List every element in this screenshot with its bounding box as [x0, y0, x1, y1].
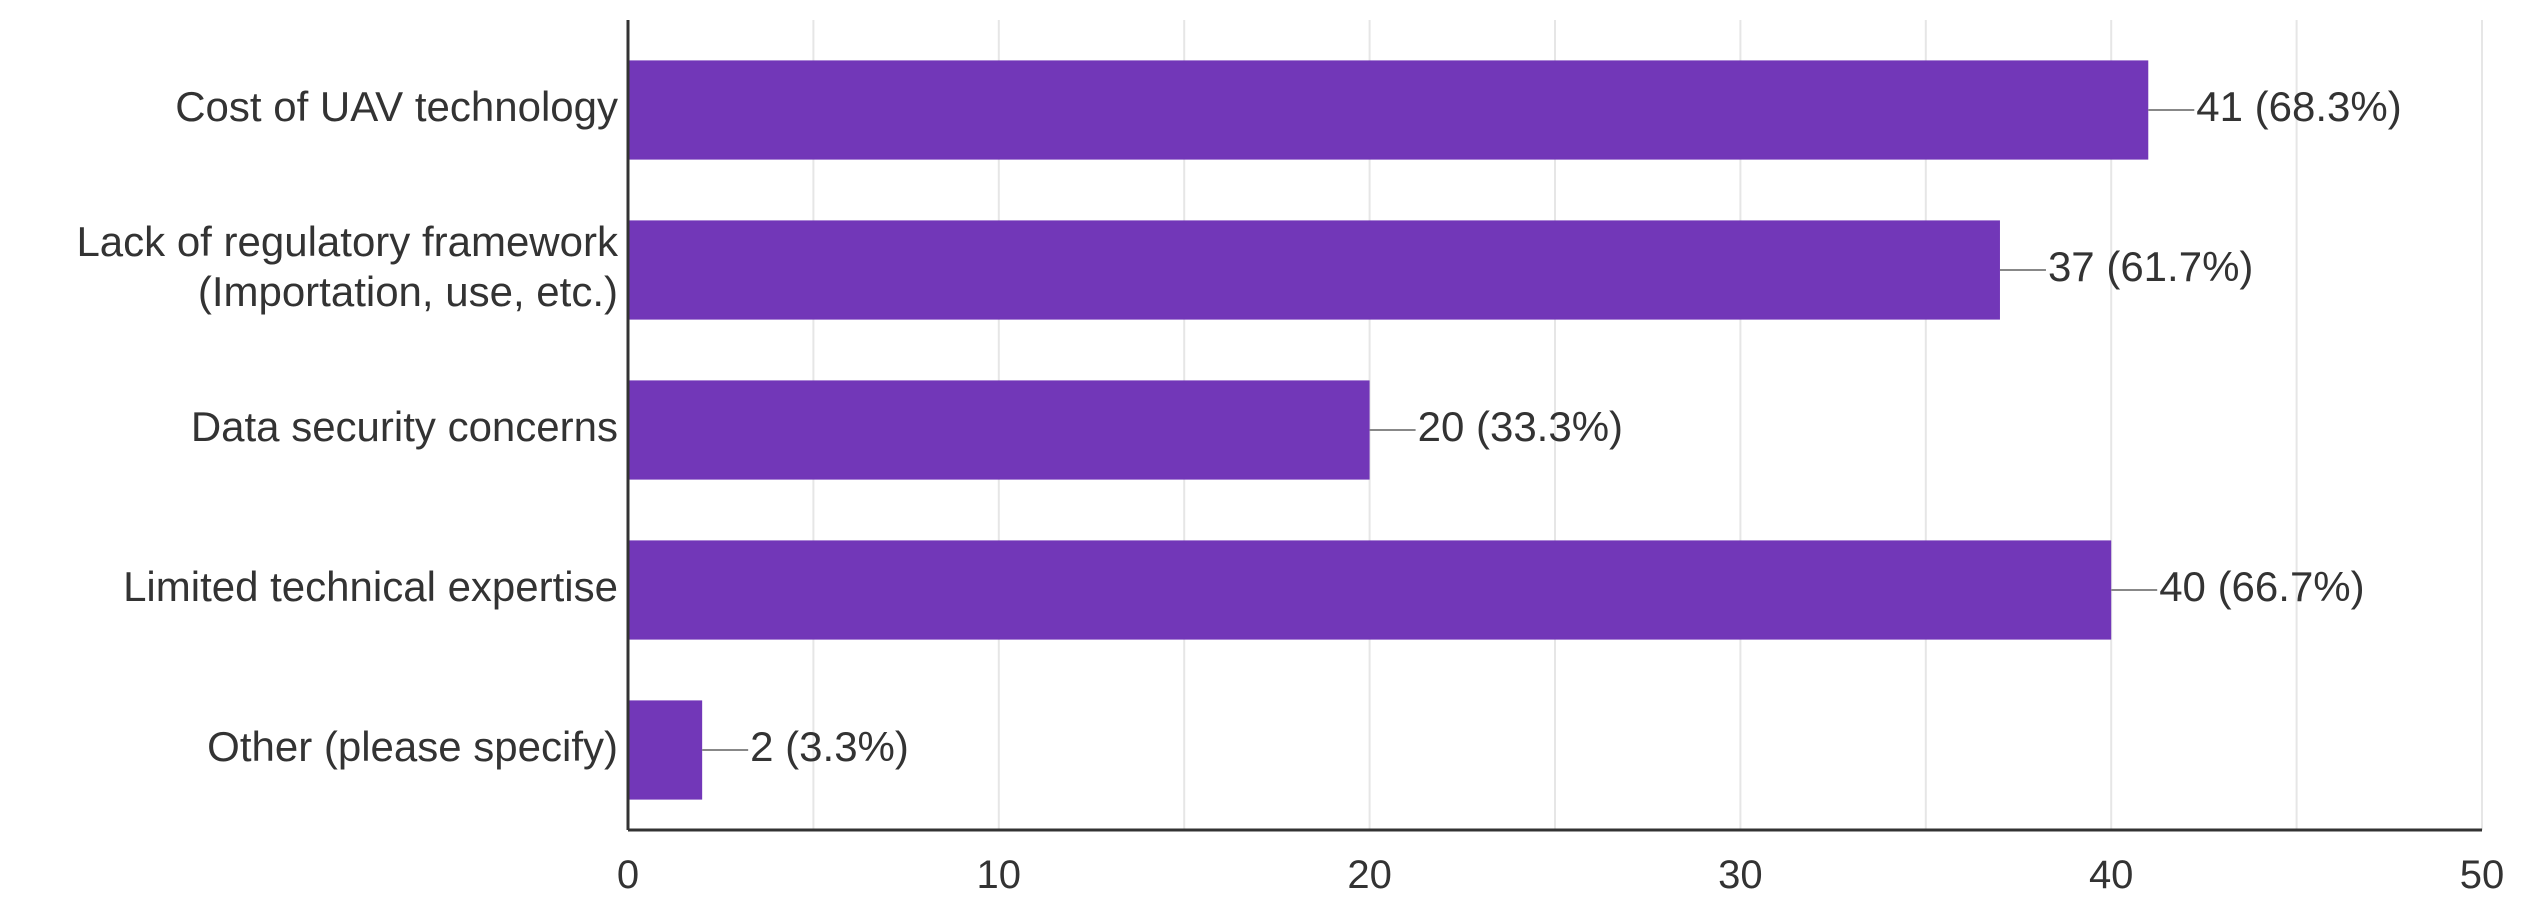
x-tick-label: 10 [977, 853, 1022, 897]
category-label-line: Lack of regulatory framework [76, 218, 619, 265]
category-label: Lack of regulatory framework (Importation… [76, 218, 619, 315]
category-label: Other (please specify) [207, 723, 618, 770]
category-label-line: Other (please specify) [207, 723, 618, 770]
axes: 0 10 20 30 40 50 [617, 20, 2504, 897]
bars [628, 60, 2149, 800]
labels: 41 (68.3%) Cost of UAV technology 37 (61.7… [76, 83, 2401, 770]
x-tick-label: 20 [1347, 853, 1392, 897]
bar [628, 380, 1370, 480]
bar [628, 540, 2112, 640]
data-label: 20 (33.3%) [1418, 403, 1623, 450]
data-label: 41 (68.3%) [2196, 83, 2401, 130]
x-tick-label: 40 [2089, 853, 2134, 897]
bar [628, 60, 2149, 160]
category-label-line: Data security concerns [191, 403, 618, 450]
x-tick-label: 50 [2460, 853, 2505, 897]
category-label: Data security concerns [191, 403, 618, 450]
category-label-line: Limited technical expertise [123, 563, 618, 610]
category-label: Cost of UAV technology [175, 83, 618, 130]
data-label: 2 (3.3%) [750, 723, 909, 770]
bar [628, 220, 2000, 320]
data-label: 40 (66.7%) [2159, 563, 2364, 610]
bar [628, 700, 703, 800]
data-label: 37 (61.7%) [2048, 243, 2253, 290]
category-label-line: (Importation, use, etc.) [198, 268, 618, 315]
category-label-line: Cost of UAV technology [175, 83, 618, 130]
category-label: Limited technical expertise [123, 563, 618, 610]
x-tick-label: 30 [1718, 853, 1763, 897]
x-tick-label: 0 [617, 853, 639, 897]
